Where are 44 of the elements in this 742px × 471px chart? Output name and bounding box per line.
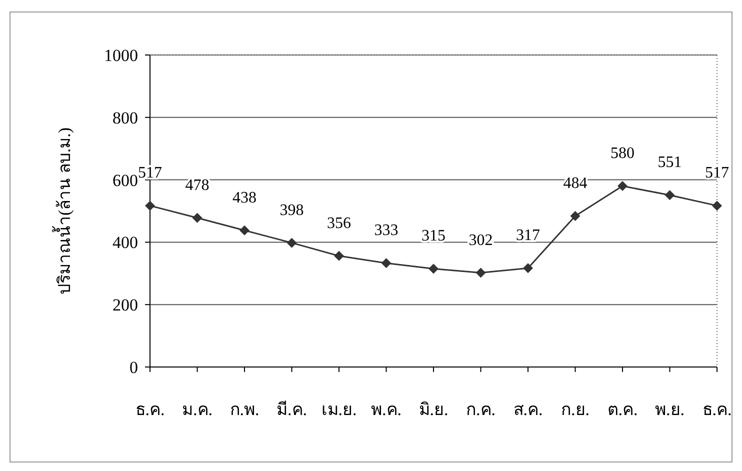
- point: [381, 258, 392, 268]
- point: [570, 210, 580, 221]
- x-tick-label: ส.ค.: [513, 400, 543, 419]
- x-tick-label: ต.ค.: [607, 400, 638, 419]
- x-tick-label: ธ.ค.: [135, 400, 165, 419]
- y-tick-label: 800: [112, 108, 138, 128]
- x-tick-label: เม.ย.: [321, 400, 357, 419]
- point: [664, 190, 675, 200]
- data-label: 551: [658, 154, 682, 172]
- x-tick-label: มี.ค.: [276, 400, 307, 419]
- data-label: 356: [327, 214, 351, 232]
- data-label: 398: [280, 202, 304, 219]
- data-label: 484: [563, 174, 588, 192]
- x-tick-label: ธ.ค.: [702, 400, 732, 419]
- point: [428, 264, 438, 274]
- x-tick-label: มิ.ย.: [418, 400, 448, 419]
- data-label: 315: [422, 228, 446, 245]
- point: [240, 225, 250, 236]
- data-label: 438: [232, 189, 256, 206]
- point: [145, 200, 155, 211]
- x-tick-label: พ.ย.: [655, 400, 684, 419]
- x-tick-label: ก.พ.: [230, 400, 260, 419]
- data-label: 517: [705, 164, 729, 182]
- point: [523, 263, 533, 274]
- point: [618, 181, 628, 192]
- y-tick-label: 400: [112, 233, 138, 252]
- point: [192, 212, 202, 223]
- y-axis-title: ปริมาณน้ำ(ล้าน ลบ.ม.): [52, 127, 74, 295]
- x-tick-label: ม.ค.: [182, 400, 212, 419]
- data-label: 580: [610, 145, 634, 162]
- x-tick-label: ก.ย.: [561, 400, 590, 419]
- x-tick-label: พ.ค.: [371, 400, 402, 419]
- data-label: 317: [516, 227, 540, 244]
- point: [286, 238, 297, 248]
- y-tick-label: 1000: [104, 46, 138, 65]
- y-tick-label: 200: [112, 296, 138, 315]
- data-label: 478: [185, 176, 210, 194]
- y-tick-label: 600: [112, 170, 138, 190]
- point: [712, 200, 722, 211]
- x-tick-label: ก.ค.: [466, 400, 496, 419]
- point: [476, 268, 486, 278]
- point: [334, 250, 344, 261]
- y-tick-label: 0: [130, 358, 138, 377]
- data-label: 333: [374, 222, 398, 240]
